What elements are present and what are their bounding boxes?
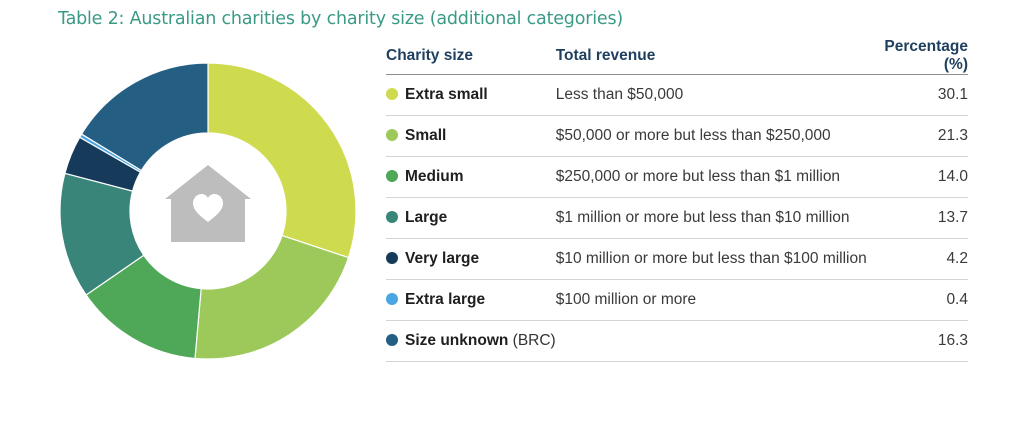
charity-size-label: Small <box>405 127 447 144</box>
table-row: Medium $250,000 or more but less than $1 … <box>386 156 968 198</box>
legend-dot-icon <box>386 88 398 100</box>
table-row: Extra large $100 million or more 0.4 <box>386 279 968 321</box>
donut-slice-size-unknown <box>80 62 209 172</box>
legend-dot-icon <box>386 129 398 141</box>
table-row: Large $1 million or more but less than $1… <box>386 197 968 239</box>
total-revenue-cell <box>555 320 881 362</box>
charity-size-table: Charity size Total revenue Percentage (%… <box>386 38 968 362</box>
charity-size-cell: Large <box>386 197 556 239</box>
legend-dot-icon <box>386 293 398 305</box>
charity-size-label: Extra large <box>405 291 486 308</box>
total-revenue-cell: $100 million or more <box>555 279 881 321</box>
table-title: Table 2: Australian charities by charity… <box>58 9 623 29</box>
charity-size-label: Medium <box>405 168 464 185</box>
total-revenue-cell: Less than $50,000 <box>555 74 881 116</box>
charity-size-cell: Small <box>386 115 556 157</box>
total-revenue-cell: $1 million or more but less than $10 mil… <box>555 197 881 239</box>
charity-size-cell: Size unknown (BRC) <box>386 320 556 362</box>
percentage-cell: 14.0 <box>880 156 968 198</box>
table-header-row: Charity size Total revenue Percentage (%… <box>386 38 968 75</box>
header-percentage: Percentage (%) <box>880 38 968 75</box>
table-row: Small $50,000 or more but less than $250,… <box>386 115 968 157</box>
donut-chart <box>59 62 357 360</box>
legend-dot-icon <box>386 211 398 223</box>
charity-size-label: Very large <box>405 250 480 267</box>
total-revenue-cell: $250,000 or more but less than $1 millio… <box>555 156 881 198</box>
table-row: Very large $10 million or more but less t… <box>386 238 968 280</box>
percentage-cell: 4.2 <box>880 238 968 280</box>
total-revenue-cell: $10 million or more but less than $100 m… <box>555 238 881 280</box>
donut-slice-small <box>194 234 350 360</box>
percentage-cell: 13.7 <box>880 197 968 239</box>
legend-dot-icon <box>386 252 398 264</box>
legend-dot-icon <box>386 334 398 346</box>
percentage-cell: 16.3 <box>880 320 968 362</box>
header-charity-size: Charity size <box>386 38 556 75</box>
charity-size-note: (BRC) <box>512 332 556 349</box>
percentage-cell: 0.4 <box>880 279 968 321</box>
table-row: Size unknown (BRC) 16.3 <box>386 320 968 362</box>
table-row: Extra small Less than $50,000 30.1 <box>386 74 968 116</box>
percentage-cell: 30.1 <box>880 74 968 116</box>
charity-size-label: Size unknown <box>405 332 509 349</box>
percentage-cell: 21.3 <box>880 115 968 157</box>
charity-size-cell: Very large <box>386 238 556 280</box>
charity-size-cell: Extra small <box>386 74 556 116</box>
legend-dot-icon <box>386 170 398 182</box>
house-heart-icon <box>165 165 251 242</box>
charity-size-cell: Extra large <box>386 279 556 321</box>
charity-size-label: Large <box>405 209 448 226</box>
donut-slice-extra-small <box>207 62 357 259</box>
charity-size-label: Extra small <box>405 86 488 103</box>
total-revenue-cell: $50,000 or more but less than $250,000 <box>555 115 881 157</box>
charity-size-cell: Medium <box>386 156 556 198</box>
header-total-revenue: Total revenue <box>555 38 881 75</box>
